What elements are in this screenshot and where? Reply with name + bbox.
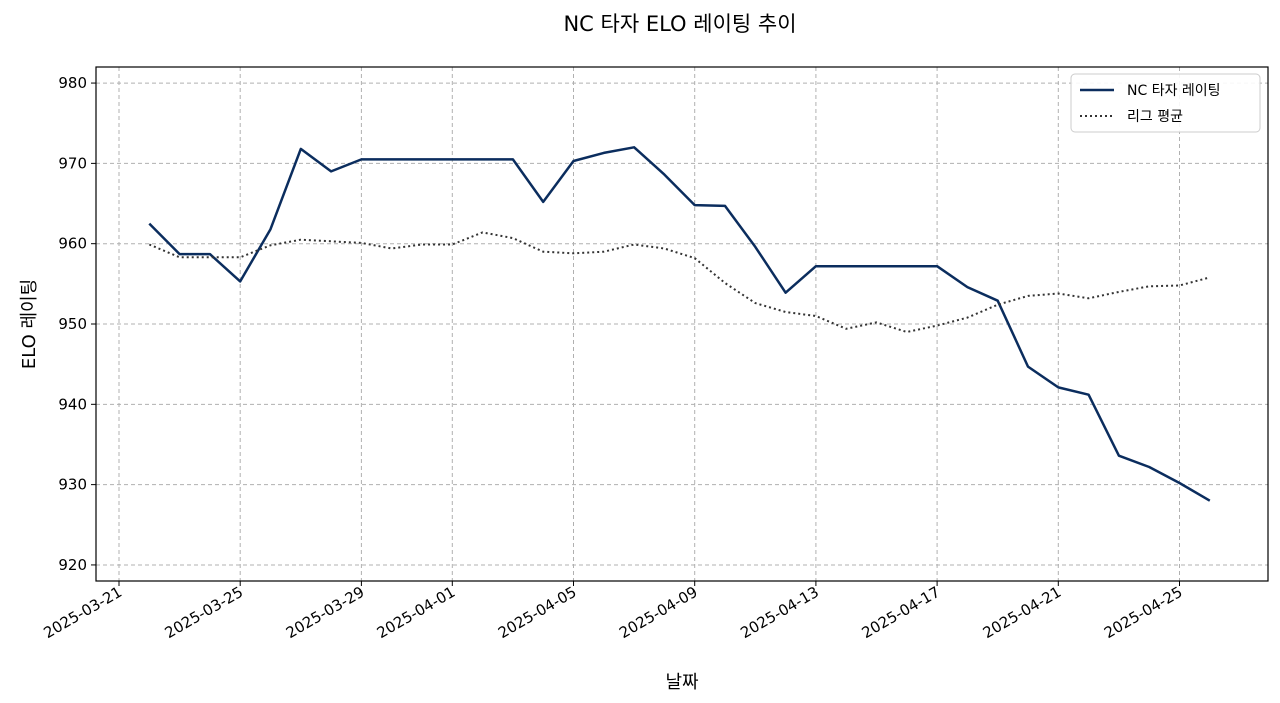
y-axis-label: ELO 레이팅: [19, 279, 40, 369]
x-tick-label: 2025-03-29: [283, 583, 368, 642]
x-tick-label: 2025-04-09: [616, 583, 701, 642]
y-tick-label: 950: [58, 315, 87, 333]
y-tick-label: 920: [58, 556, 87, 574]
grid: [96, 67, 1268, 581]
x-tick-label: 2025-04-17: [859, 583, 944, 642]
x-tick-label: 2025-04-01: [374, 583, 459, 642]
legend: NC 타자 레이팅 리그 평균: [1070, 73, 1261, 133]
legend-label-nc: NC 타자 레이팅: [1127, 83, 1221, 99]
y-tick-label: 960: [58, 235, 87, 253]
legend-box: [1070, 73, 1261, 133]
y-tick-label: 980: [58, 74, 87, 92]
x-tick-label: 2025-04-13: [737, 583, 822, 642]
y-tick-label: 970: [58, 154, 87, 172]
x-axis-label: 날짜: [665, 672, 699, 693]
x-tick-label: 2025-04-05: [495, 583, 580, 642]
x-tick-label: 2025-04-25: [1101, 583, 1186, 642]
x-axis: 2025-03-21 2025-03-25 2025-03-29 2025-04-01…: [40, 581, 1186, 642]
y-axis: 920 930 940 950 960 970 980: [58, 74, 96, 574]
series-line-nc: [148, 146, 1211, 502]
y-tick-label: 930: [58, 476, 87, 494]
series-line-league: [148, 231, 1211, 333]
x-tick-label: 2025-03-21: [40, 583, 125, 642]
series-layer: [148, 146, 1211, 502]
legend-label-league: 리그 평균: [1127, 109, 1183, 125]
x-tick-label: 2025-04-21: [980, 583, 1065, 642]
y-tick-label: 940: [58, 395, 87, 413]
x-tick-label: 2025-03-25: [162, 583, 247, 642]
chart-title: NC 타자 ELO 레이팅 추이: [563, 12, 796, 36]
